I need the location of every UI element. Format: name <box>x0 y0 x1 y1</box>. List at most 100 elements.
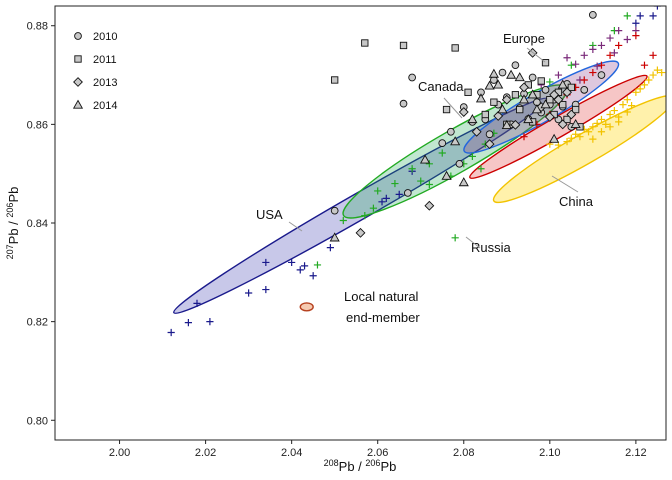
triangle-point <box>329 232 340 242</box>
plus-point <box>417 177 425 185</box>
leader-china <box>551 175 579 193</box>
triangle-point <box>484 80 495 90</box>
triangle-point <box>441 170 452 180</box>
plus-point <box>597 115 606 124</box>
plus-point <box>658 68 666 77</box>
plus-point <box>395 190 403 198</box>
y-tick-label: 0.88 <box>27 21 48 33</box>
plus-point <box>477 165 485 173</box>
plus-point <box>645 76 653 84</box>
triangle-point <box>493 79 504 89</box>
plus-point <box>610 106 618 115</box>
diamond-point <box>471 126 482 137</box>
x-tick-label: 2.02 <box>195 447 216 459</box>
ellipse-russia <box>469 74 648 179</box>
plus-point <box>262 285 270 294</box>
plus-point <box>606 51 614 59</box>
x-axis-title: 208Pb / 206Pb <box>324 458 397 474</box>
diamond-point <box>484 139 495 150</box>
plus-point <box>374 187 382 195</box>
triangle-point <box>501 119 512 130</box>
diamond-point <box>544 112 555 122</box>
plus-point <box>391 179 399 188</box>
plus-point <box>593 62 601 70</box>
plus-point <box>425 160 433 168</box>
legend-triangle-icon <box>72 99 84 109</box>
plus-point <box>640 81 649 89</box>
plus-point <box>615 118 623 126</box>
plus-point <box>589 123 597 131</box>
legend-label-2011: 2011 <box>93 54 117 66</box>
circle-point <box>485 130 494 139</box>
label-china: China <box>559 194 594 209</box>
triangle-point <box>518 94 530 104</box>
x-tick-label: 2.06 <box>367 447 388 459</box>
plus-point <box>627 102 636 110</box>
plus-point <box>649 71 657 79</box>
square-point <box>399 41 408 50</box>
axis-ticks: 2.00 2.02 2.04 2.06 2.08 2.10 2.12 0.80 0.82 0.84… <box>27 21 647 459</box>
plus-point <box>653 6 661 10</box>
plus-point <box>309 272 317 280</box>
region-labels: Europe Canada USA China Russia Local nat… <box>256 31 594 325</box>
circle-point <box>447 127 455 136</box>
circle-point <box>498 68 507 77</box>
plus-point <box>632 88 640 96</box>
circle-point <box>403 189 412 197</box>
circle-point <box>528 73 537 82</box>
diamond-point <box>510 119 521 130</box>
y-tick-label: 0.84 <box>27 218 48 230</box>
plus-point <box>451 234 459 242</box>
plus-point <box>378 198 386 206</box>
plot-background <box>55 6 666 440</box>
triangle-point <box>419 154 431 164</box>
circle-point <box>330 206 339 215</box>
diamond-point <box>501 94 512 105</box>
circle-point <box>580 85 589 94</box>
plus-point <box>632 31 640 40</box>
circle-point <box>438 139 447 147</box>
diamond-point <box>566 109 577 120</box>
plus-point <box>520 133 528 141</box>
plus-point <box>606 110 614 119</box>
circle-point <box>399 99 408 108</box>
x-tick-label: 2.12 <box>625 447 646 459</box>
diamond-point <box>562 87 572 98</box>
triangle-point <box>570 118 581 129</box>
plus-point <box>408 165 416 173</box>
triangle-point <box>514 72 525 82</box>
square-point <box>442 105 451 114</box>
plus-point <box>615 41 623 50</box>
square-point <box>571 105 580 114</box>
leader-russia <box>465 236 481 249</box>
plus-point <box>167 328 175 337</box>
plus-point <box>369 204 378 212</box>
square-point <box>511 91 520 99</box>
triangle-point <box>488 68 499 78</box>
plus-point <box>597 41 606 50</box>
label-canada: Canada <box>418 79 464 94</box>
circle-point <box>408 73 416 82</box>
plus-point <box>653 66 661 74</box>
plus-point <box>623 12 631 20</box>
square-point <box>464 88 472 96</box>
plus-point <box>572 60 580 68</box>
plus-point <box>567 134 575 142</box>
circle-point <box>511 61 520 70</box>
data-points <box>167 6 666 337</box>
plus-point <box>567 61 575 69</box>
legend-diamond-icon <box>73 77 83 87</box>
circle-point <box>597 71 606 79</box>
plus-point <box>649 12 657 20</box>
plus-point <box>610 49 618 57</box>
plus-point <box>623 108 631 116</box>
legend: 2010 2011 2013 2014 <box>72 31 117 112</box>
plus-point <box>580 51 588 59</box>
plus-point <box>636 85 644 93</box>
square-point <box>481 110 489 119</box>
plus-point <box>382 194 390 202</box>
x-tick-label: 2.08 <box>453 447 474 459</box>
diamond-point <box>553 94 564 105</box>
plus-point <box>563 54 571 62</box>
